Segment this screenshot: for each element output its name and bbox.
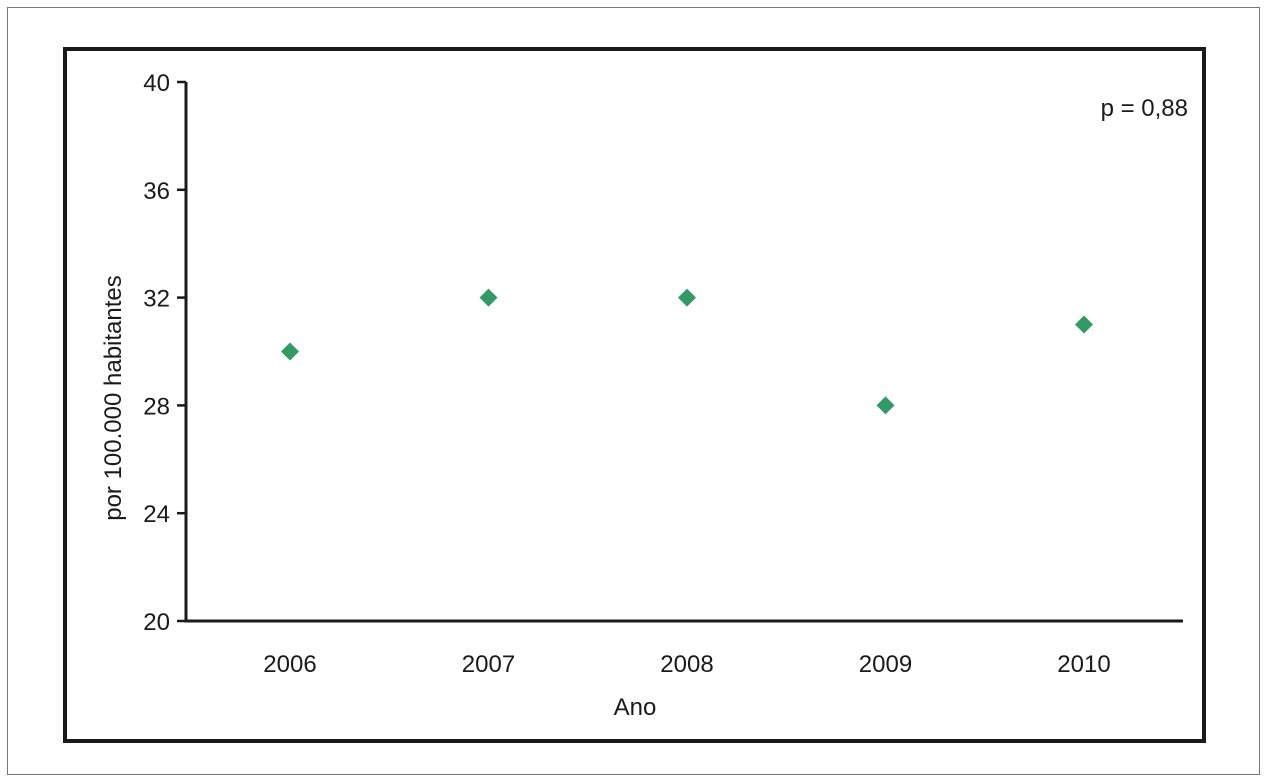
x-axis-title: Ano <box>614 694 657 721</box>
y-tick-label: 40 <box>143 70 170 97</box>
y-tick-label: 28 <box>143 393 170 420</box>
chart-panel <box>63 47 1206 743</box>
x-tick-label: 2010 <box>1057 651 1110 678</box>
x-axis-ticks: 2006 2007 2008 2009 2010 <box>263 651 1110 678</box>
y-axis-ticks: 20 24 28 32 36 40 <box>143 70 186 636</box>
data-point <box>678 288 696 307</box>
x-tick-label: 2008 <box>660 651 713 678</box>
y-tick-label: 24 <box>143 501 170 528</box>
p-value-annotation: p = 0,88 <box>1101 95 1188 122</box>
y-tick-label: 32 <box>143 286 170 313</box>
data-points <box>281 288 1093 415</box>
data-point <box>479 288 498 307</box>
x-tick-label: 2009 <box>859 651 912 678</box>
data-point <box>876 396 895 415</box>
x-tick-label: 2007 <box>462 651 515 678</box>
data-point <box>281 342 299 361</box>
y-tick-label: 36 <box>143 178 170 205</box>
y-tick-label: 20 <box>143 609 170 636</box>
y-axis-title: por 100.000 habitantes <box>100 275 127 521</box>
data-point <box>1075 315 1093 334</box>
x-tick-label: 2006 <box>263 651 316 678</box>
